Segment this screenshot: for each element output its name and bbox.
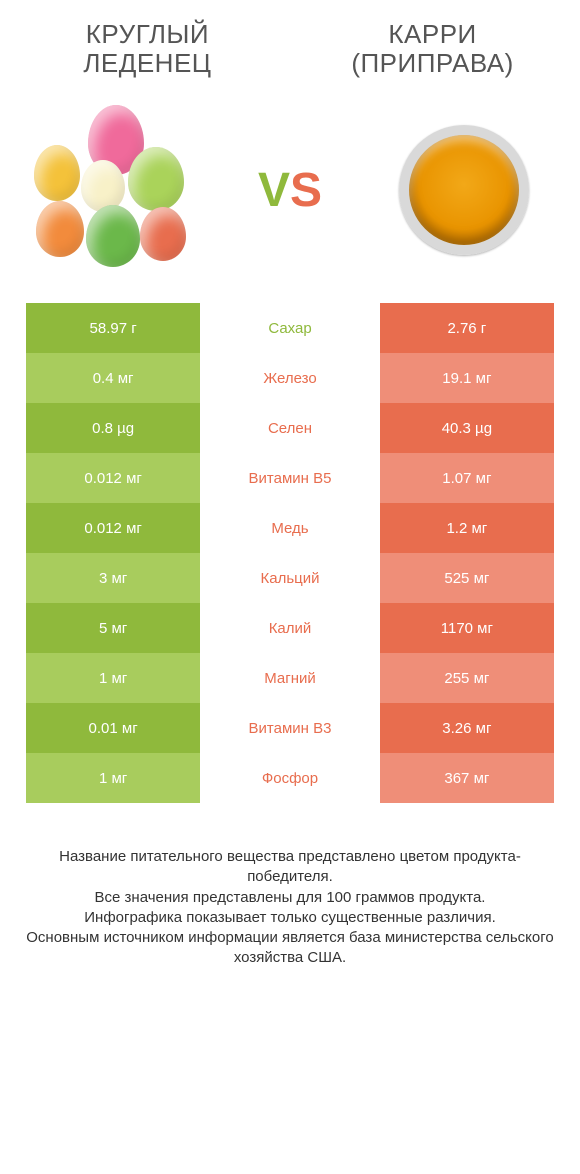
value-left: 0.012 мг	[26, 503, 200, 553]
value-left: 0.8 µg	[26, 403, 200, 453]
candy-drop-icon	[140, 207, 186, 261]
footer-line: Все значения представлены для 100 граммо…	[26, 888, 554, 908]
value-left: 5 мг	[26, 603, 200, 653]
title-left: КРУГЛЫЙ ЛЕДЕНЕЦ	[26, 20, 269, 77]
table-row: 3 мгКальций525 мг	[26, 553, 554, 603]
value-right: 1170 мг	[380, 603, 554, 653]
value-right: 1.07 мг	[380, 453, 554, 503]
images-row: VS	[26, 105, 554, 275]
candy-drop-icon	[86, 205, 140, 267]
nutrient-label: Железо	[200, 353, 380, 403]
nutrient-label: Витамин B3	[200, 703, 380, 753]
value-right: 19.1 мг	[380, 353, 554, 403]
value-left: 0.01 мг	[26, 703, 200, 753]
table-row: 1 мгМагний255 мг	[26, 653, 554, 703]
table-row: 5 мгКалий1170 мг	[26, 603, 554, 653]
vs-s: S	[290, 164, 322, 217]
nutrient-label: Медь	[200, 503, 380, 553]
footer-line: Основным источником информации является …	[26, 928, 554, 969]
table-row: 0.4 мгЖелезо19.1 мг	[26, 353, 554, 403]
value-left: 0.4 мг	[26, 353, 200, 403]
comparison-table: 58.97 гСахар2.76 г0.4 мгЖелезо19.1 мг0.8…	[26, 303, 554, 803]
candy-drop-icon	[81, 160, 125, 212]
value-right: 40.3 µg	[380, 403, 554, 453]
value-right: 2.76 г	[380, 303, 554, 353]
value-left: 58.97 г	[26, 303, 200, 353]
value-left: 1 мг	[26, 653, 200, 703]
table-row: 0.01 мгВитамин B33.26 мг	[26, 703, 554, 753]
candy-drop-icon	[34, 145, 80, 201]
value-right: 3.26 мг	[380, 703, 554, 753]
value-right: 255 мг	[380, 653, 554, 703]
title-right: КАРРИ (ПРИПРАВА)	[311, 20, 554, 77]
value-right: 367 мг	[380, 753, 554, 803]
product-image-right	[374, 105, 554, 275]
nutrient-label: Фосфор	[200, 753, 380, 803]
candy-drop-icon	[128, 147, 184, 211]
value-left: 3 мг	[26, 553, 200, 603]
curry-bowl-icon	[399, 125, 529, 255]
table-row: 0.012 мгМедь1.2 мг	[26, 503, 554, 553]
table-row: 1 мгФосфор367 мг	[26, 753, 554, 803]
titles-row: КРУГЛЫЙ ЛЕДЕНЕЦ КАРРИ (ПРИПРАВА)	[26, 20, 554, 77]
candy-drop-icon	[36, 201, 84, 257]
vs-label: VS	[258, 163, 322, 218]
value-right: 1.2 мг	[380, 503, 554, 553]
vs-v: V	[258, 164, 290, 217]
nutrient-label: Селен	[200, 403, 380, 453]
footer-line: Инфографика показывает только существенн…	[26, 908, 554, 928]
nutrient-label: Сахар	[200, 303, 380, 353]
footer-line: Название питательного вещества представл…	[26, 847, 554, 888]
nutrient-label: Калий	[200, 603, 380, 653]
table-row: 58.97 гСахар2.76 г	[26, 303, 554, 353]
table-row: 0.8 µgСелен40.3 µg	[26, 403, 554, 453]
product-image-left	[26, 105, 206, 275]
infographic-page: КРУГЛЫЙ ЛЕДЕНЕЦ КАРРИ (ПРИПРАВА) VS 58.9…	[0, 0, 580, 1174]
value-left: 0.012 мг	[26, 453, 200, 503]
table-row: 0.012 мгВитамин B51.07 мг	[26, 453, 554, 503]
footer-notes: Название питательного вещества представл…	[26, 847, 554, 969]
value-left: 1 мг	[26, 753, 200, 803]
nutrient-label: Магний	[200, 653, 380, 703]
value-right: 525 мг	[380, 553, 554, 603]
nutrient-label: Витамин B5	[200, 453, 380, 503]
nutrient-label: Кальций	[200, 553, 380, 603]
